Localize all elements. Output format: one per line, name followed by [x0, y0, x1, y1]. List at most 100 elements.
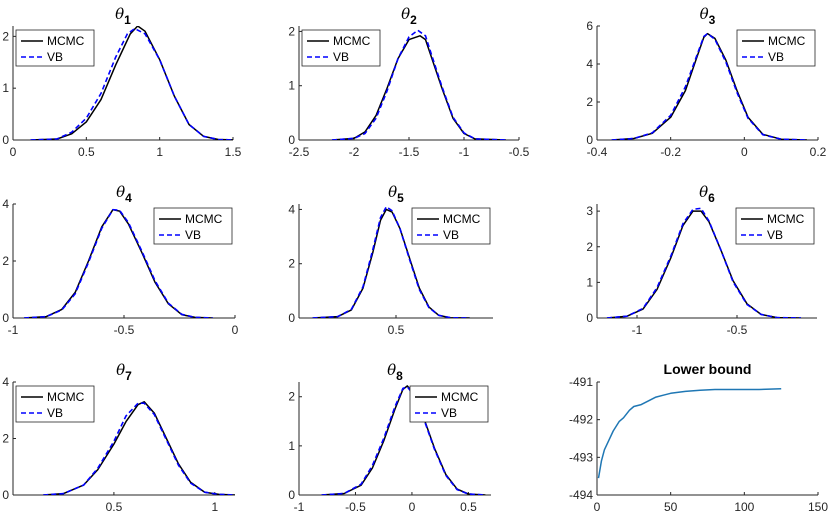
chart-title: Lower bound — [664, 361, 752, 377]
y-tick-label: 1 — [288, 79, 295, 93]
y-tick-label: -491 — [569, 375, 593, 389]
y-tick-label: 2 — [586, 240, 593, 254]
legend-label: MCMC — [768, 34, 806, 48]
x-tick-label: 0.5 — [388, 323, 405, 337]
y-tick-label: 0 — [2, 311, 9, 325]
legend-box — [15, 29, 95, 67]
series-line-lower-bound — [597, 388, 782, 479]
y-tick-label: 2 — [288, 257, 295, 271]
y-tick-label: 4 — [288, 202, 295, 216]
legend: MCMC VB — [15, 29, 95, 67]
legend-box — [15, 385, 95, 423]
chart-title: θ6 — [699, 183, 715, 205]
x-tick-label: -1.5 — [399, 145, 420, 159]
series-line-vb — [321, 386, 486, 495]
y-tick-label: 0 — [2, 488, 9, 502]
legend-label: VB — [333, 50, 349, 64]
x-tick-label: -0.2 — [660, 145, 681, 159]
x-tick-label: 0 — [741, 145, 748, 159]
legend: MCMC VB — [735, 207, 815, 245]
chart-panel-4: θ4 -1 -0.5 0 0 2 4 MCMC VB — [2, 183, 238, 337]
y-tick-label: 3 — [586, 204, 593, 218]
chart-title: θ8 — [387, 361, 403, 383]
y-tick-label: 0 — [586, 311, 593, 325]
legend: MCMC VB — [301, 29, 381, 67]
series-line-vb — [331, 29, 506, 140]
x-tick-label: -0.5 — [509, 145, 530, 159]
chart-title: θ7 — [116, 361, 132, 383]
y-tick-label: 1 — [288, 439, 295, 453]
series-line-vb — [611, 32, 808, 140]
legend-box — [735, 207, 815, 245]
legend-label: MCMC — [185, 212, 223, 226]
legend-label: VB — [185, 228, 201, 242]
x-tick-label: -0.5 — [345, 500, 366, 514]
x-tick-label: 0.2 — [810, 145, 827, 159]
y-tick-label: -492 — [569, 413, 593, 427]
x-tick-label: 0 — [10, 145, 17, 159]
y-tick-label: 0 — [288, 488, 295, 502]
x-tick-label: 100 — [734, 500, 754, 514]
chart-panel-9: Lower bound 0 50 100 150 -494 -493 -492 -491 — [569, 361, 828, 514]
chart-panel-5: θ5 0.5 0 2 4 MCMC VB — [288, 183, 493, 337]
legend-label: VB — [441, 406, 457, 420]
series-line-vb — [606, 207, 802, 318]
y-tick-label: 0 — [288, 133, 295, 147]
legend-label: VB — [47, 50, 63, 64]
y-tick-label: -493 — [569, 450, 593, 464]
chart-panel-2: θ2 -2.5 -2 -1.5 -1 -0.5 0 1 2 MCMC VB — [288, 5, 529, 159]
y-tick-label: 4 — [586, 57, 593, 71]
legend-label: VB — [767, 228, 783, 242]
series-line-vb — [24, 208, 213, 318]
x-tick-label: -1 — [294, 500, 305, 514]
y-tick-label: 0 — [2, 133, 9, 147]
chart-title: θ5 — [388, 183, 404, 205]
y-tick-label: -494 — [569, 488, 593, 502]
x-tick-label: -1 — [8, 323, 19, 337]
chart-title: θ4 — [116, 183, 132, 205]
x-tick-label: 1 — [156, 145, 163, 159]
chart-panel-8: θ8 -1 -0.5 0 0.5 0 1 2 MCMC VB — [288, 361, 491, 514]
chart-panel-6: θ6 -1 -0.5 0 1 2 3 MCMC VB — [586, 183, 817, 337]
legend-box — [153, 207, 233, 245]
legend-label: MCMC — [767, 212, 805, 226]
y-tick-label: 1 — [2, 81, 9, 95]
legend: MCMC VB — [736, 29, 816, 67]
legend: MCMC VB — [15, 385, 95, 423]
x-tick-label: -1 — [632, 323, 643, 337]
x-tick-label: 0.5 — [106, 500, 123, 514]
legend-label: MCMC — [333, 34, 371, 48]
chart-title: θ1 — [115, 5, 131, 27]
legend-box — [301, 29, 381, 67]
legend-box — [409, 385, 489, 423]
chart-panel-1: θ1 0 0.5 1 1.5 0 1 2 MCMC VB — [2, 5, 241, 159]
y-tick-label: 0 — [586, 133, 593, 147]
series-line-vb — [43, 402, 235, 495]
legend-label: MCMC — [443, 212, 481, 226]
chart-panel-7: θ7 0.5 1 0 2 4 MCMC VB — [2, 361, 235, 514]
legend-label: MCMC — [441, 390, 479, 404]
x-tick-label: 50 — [664, 500, 678, 514]
x-tick-label: 0.5 — [78, 145, 95, 159]
x-tick-label: -0.4 — [587, 145, 608, 159]
legend: MCMC VB — [153, 207, 233, 245]
y-tick-label: 2 — [288, 24, 295, 38]
x-tick-label: -0.5 — [114, 323, 135, 337]
y-tick-label: 0 — [288, 311, 295, 325]
x-tick-label: 0 — [232, 323, 239, 337]
y-tick-label: 4 — [2, 375, 9, 389]
y-tick-label: 1 — [586, 275, 593, 289]
legend: MCMC VB — [409, 385, 489, 423]
x-tick-label: -0.5 — [727, 323, 748, 337]
y-tick-label: 2 — [586, 95, 593, 109]
legend-box — [736, 29, 816, 67]
y-tick-label: 2 — [288, 390, 295, 404]
chart-title: θ2 — [401, 5, 417, 27]
y-tick-label: 2 — [2, 29, 9, 43]
y-tick-label: 2 — [2, 254, 9, 268]
legend-label: VB — [768, 50, 784, 64]
legend-label: MCMC — [47, 390, 85, 404]
legend-box — [411, 207, 491, 245]
chart-panel-3: θ3 -0.4 -0.2 0 0.2 0 2 4 6 MCMC VB — [586, 5, 826, 159]
